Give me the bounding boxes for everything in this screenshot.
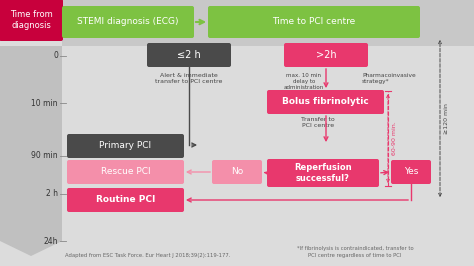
- Bar: [62, 0, 474, 46]
- Text: Transfer to
PCI centre: Transfer to PCI centre: [301, 117, 335, 128]
- Text: *If fibrinolysis is contraindicated, transfer to
PCI centre regardless of time t: *If fibrinolysis is contraindicated, tra…: [297, 246, 413, 257]
- FancyBboxPatch shape: [67, 134, 184, 158]
- Text: Primary PCI: Primary PCI: [100, 142, 152, 151]
- Text: STEMI diagnosis (ECG): STEMI diagnosis (ECG): [77, 18, 179, 27]
- Text: Yes: Yes: [404, 168, 418, 177]
- Text: Rescue PCI: Rescue PCI: [100, 168, 150, 177]
- Text: Adapted from ESC Task Force. Eur Heart J 2018;39(2):119-177.: Adapted from ESC Task Force. Eur Heart J…: [65, 253, 230, 259]
- Text: Time from
diagnosis: Time from diagnosis: [9, 10, 52, 30]
- Text: max. 10 min
delay to
administration: max. 10 min delay to administration: [284, 73, 324, 90]
- Text: >2h: >2h: [316, 50, 337, 60]
- Text: Bolus fibrinolytic: Bolus fibrinolytic: [282, 98, 369, 106]
- Text: 0: 0: [53, 52, 58, 60]
- FancyBboxPatch shape: [212, 160, 262, 184]
- Text: 2 h: 2 h: [46, 189, 58, 198]
- Text: Time to PCI centre: Time to PCI centre: [273, 18, 356, 27]
- FancyBboxPatch shape: [67, 160, 184, 184]
- FancyBboxPatch shape: [0, 0, 63, 41]
- Text: No: No: [231, 168, 243, 177]
- Text: 60-90 min.: 60-90 min.: [392, 122, 397, 155]
- FancyBboxPatch shape: [147, 43, 231, 67]
- Text: ≤2 h: ≤2 h: [177, 50, 201, 60]
- Text: 10 min: 10 min: [31, 98, 58, 107]
- Text: Routine PCI: Routine PCI: [96, 196, 155, 205]
- FancyArrow shape: [0, 46, 62, 256]
- Text: Reperfusion
successful?: Reperfusion successful?: [294, 163, 352, 183]
- FancyBboxPatch shape: [267, 90, 384, 114]
- FancyBboxPatch shape: [62, 6, 194, 38]
- Text: Pharmacoinvasive
strategy*: Pharmacoinvasive strategy*: [362, 73, 416, 84]
- FancyBboxPatch shape: [208, 6, 420, 38]
- FancyBboxPatch shape: [391, 160, 431, 184]
- Text: ≥120 min: ≥120 min: [444, 103, 449, 134]
- Text: Alert & immediate
transfer to PCI centre: Alert & immediate transfer to PCI centre: [155, 73, 223, 84]
- FancyBboxPatch shape: [267, 159, 379, 187]
- Text: 90 min: 90 min: [31, 152, 58, 160]
- FancyBboxPatch shape: [67, 188, 184, 212]
- FancyBboxPatch shape: [284, 43, 368, 67]
- Text: 24h: 24h: [44, 236, 58, 246]
